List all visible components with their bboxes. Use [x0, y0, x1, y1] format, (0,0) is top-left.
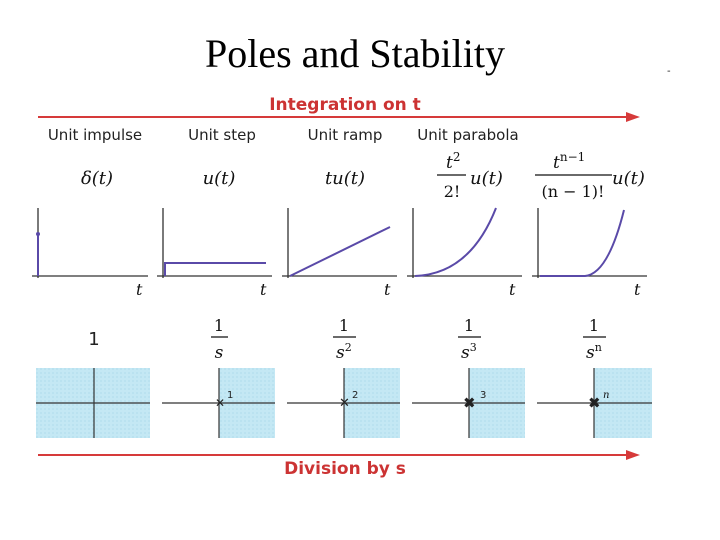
- s-plane-1: [36, 368, 150, 438]
- laplace-4: 1 s3: [458, 316, 481, 363]
- svg-text:2!: 2!: [444, 182, 461, 201]
- svg-text:u(t): u(t): [470, 168, 503, 189]
- svg-text:(n − 1)!: (n − 1)!: [542, 182, 605, 201]
- svg-text:t: t: [384, 280, 391, 299]
- pole-marker-4: ✖: [463, 394, 476, 412]
- division-label: Division by s: [284, 459, 406, 479]
- time-fn-1: δ(t): [81, 168, 113, 189]
- svg-text:s: s: [215, 343, 224, 363]
- pole-marker-3: ✕: [339, 396, 350, 411]
- svg-text:sn: sn: [586, 341, 602, 363]
- svg-text:1: 1: [464, 316, 474, 335]
- col-name-3: Unit ramp: [308, 126, 383, 144]
- pole-marker-5: ✖: [588, 394, 601, 412]
- svg-text:tn−1: tn−1: [553, 150, 585, 173]
- time-fn-5: tn−1 (n − 1)! u(t): [535, 150, 645, 201]
- time-fn-3: tu(t): [325, 168, 365, 189]
- svg-text:s2: s2: [336, 341, 352, 363]
- col-name-2: Unit step: [188, 126, 256, 144]
- laplace-3: 1 s2: [333, 316, 356, 363]
- time-plot-power: t: [532, 208, 647, 299]
- svg-text:s3: s3: [461, 341, 477, 363]
- col-name-4: Unit parabola: [417, 126, 518, 144]
- pole-marker-2: ✕: [215, 396, 225, 410]
- col-name-1: Unit impulse: [48, 126, 142, 144]
- svg-text:t: t: [634, 280, 641, 299]
- slide-title: Poles and Stability: [205, 31, 505, 76]
- time-plot-ramp: t: [282, 208, 397, 299]
- svg-text:3: 3: [480, 390, 486, 401]
- svg-text:1: 1: [589, 316, 599, 335]
- svg-text:1: 1: [214, 316, 224, 335]
- svg-text:t: t: [509, 280, 516, 299]
- s-plane-5: ✖ n: [537, 368, 652, 438]
- time-plot-step: t: [157, 208, 272, 299]
- svg-text:u(t): u(t): [612, 168, 645, 189]
- svg-text:1: 1: [227, 390, 233, 401]
- laplace-2: 1 s: [211, 316, 228, 363]
- time-plot-impulse: t: [32, 208, 148, 299]
- laplace-1: 1: [88, 329, 99, 350]
- svg-text:1: 1: [339, 316, 349, 335]
- svg-text:t: t: [260, 280, 267, 299]
- s-plane-2: ✕ 1: [162, 368, 275, 438]
- division-arrow: [38, 450, 640, 460]
- svg-text:t: t: [136, 280, 143, 299]
- time-plot-parabola: t: [407, 207, 522, 299]
- s-plane-4: ✖ 3: [412, 368, 525, 438]
- integration-label: Integration on t: [269, 95, 421, 115]
- svg-text:2: 2: [352, 390, 358, 401]
- corner-mark: -: [667, 66, 671, 77]
- svg-text:n: n: [603, 390, 609, 401]
- integration-arrow: [38, 112, 640, 122]
- svg-text:t2: t2: [446, 150, 460, 173]
- time-fn-4: t2 2! u(t): [437, 150, 503, 201]
- s-plane-3: ✕ 2: [287, 368, 400, 438]
- time-fn-2: u(t): [203, 168, 236, 189]
- laplace-5: 1 sn: [583, 316, 606, 363]
